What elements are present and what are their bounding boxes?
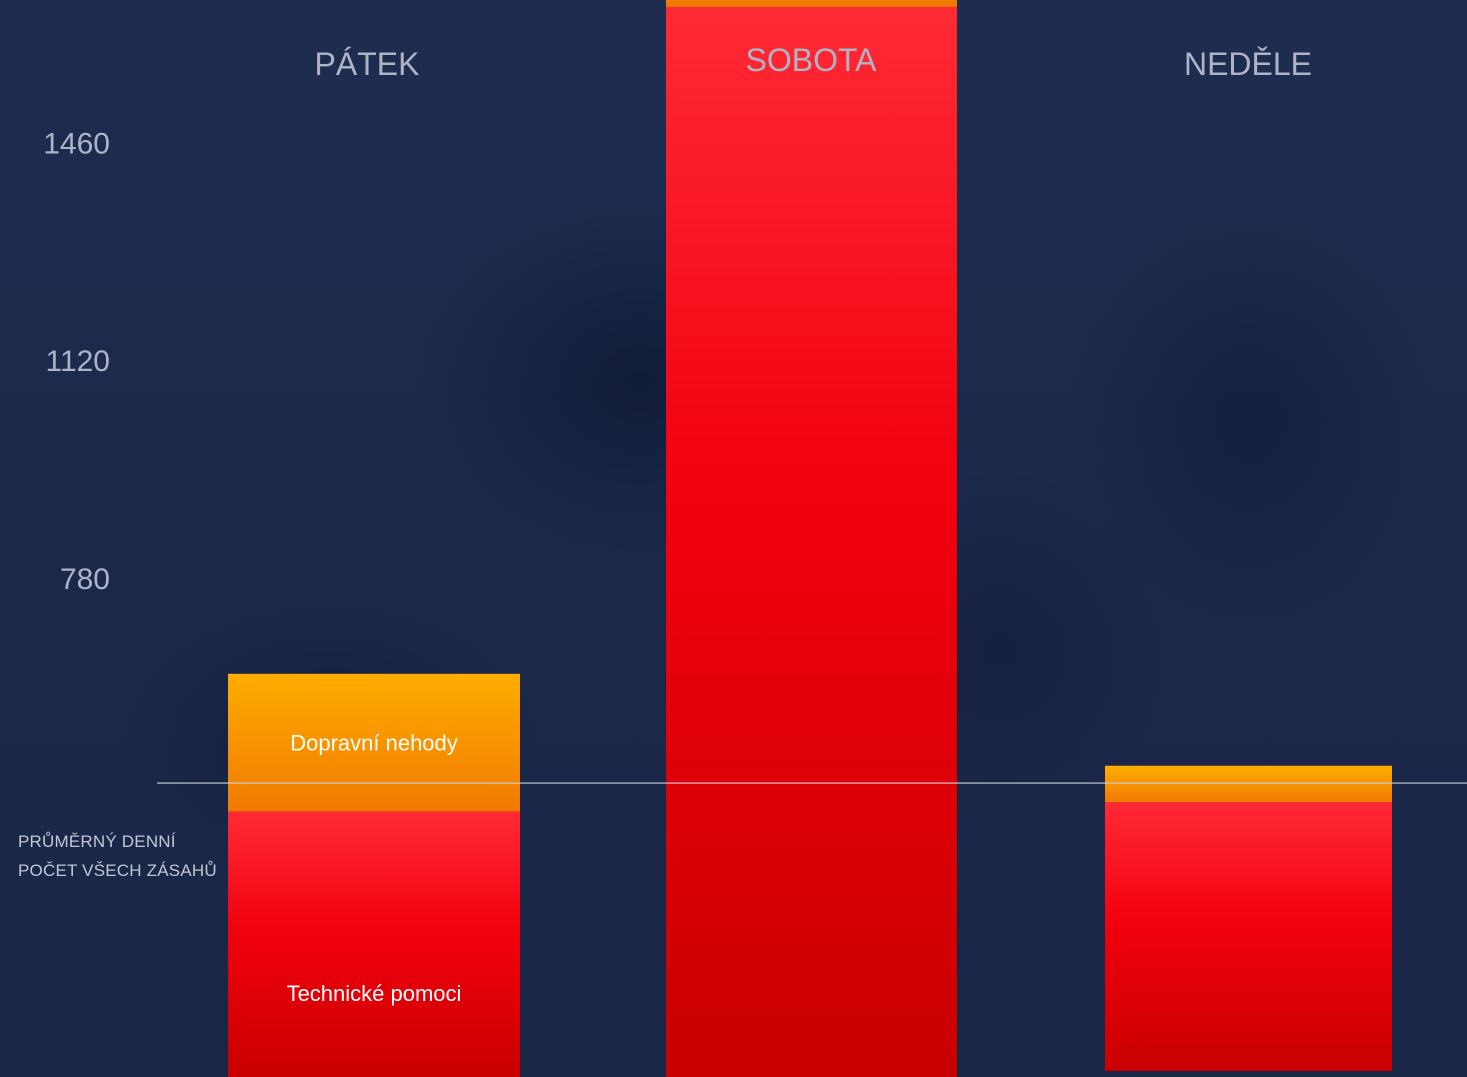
bar-technicke-pomoci-nedele	[1105, 802, 1392, 1071]
bars-layer	[228, 0, 1392, 1077]
day-label-patek: PÁTEK	[315, 46, 420, 82]
bar-technicke-pomoci-sobota	[666, 6, 957, 1077]
y-tick-label-1460: 1460	[43, 128, 110, 161]
reference-line-label-1: PRŮMĚRNÝ DENNÍ	[18, 832, 176, 851]
bar-dopravni-nehody-sobota	[666, 0, 957, 7]
segment-label-dopravni-nehody: Dopravní nehody	[290, 731, 458, 756]
day-label-sobota: SOBOTA	[746, 42, 878, 78]
y-tick-label-780: 780	[60, 563, 110, 596]
labels-layer: PÁTEK Dopravní nehody Technické pomoci SOBO…	[18, 42, 1312, 1006]
segment-label-technicke-pomoci: Technické pomoci	[287, 981, 462, 1006]
reference-line-label-2: POČET VŠECH ZÁSAHŮ	[18, 861, 217, 880]
bar-dopravni-nehody-nedele	[1105, 765, 1392, 803]
bar-dopravni-nehody-patek	[228, 673, 520, 812]
bar-technicke-pomoci-patek	[228, 811, 520, 1077]
day-label-nedele: NEDĚLE	[1184, 46, 1312, 82]
y-tick-label-1120: 1120	[45, 345, 110, 378]
